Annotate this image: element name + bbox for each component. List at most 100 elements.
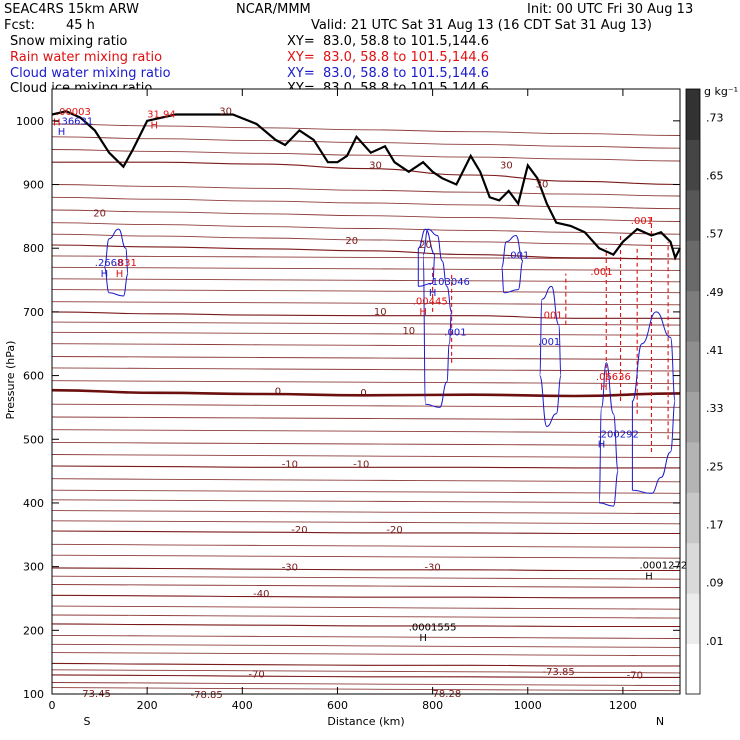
contour-label: -70 (627, 671, 643, 682)
colorbar-segment (686, 542, 700, 594)
contour-label: -20 (291, 525, 307, 536)
temperature-contour (51, 465, 680, 469)
contour-label: H (151, 120, 159, 131)
contour-label: 30 (500, 161, 513, 172)
contour-label: .001 (444, 327, 466, 338)
x-tick-label: 0 (49, 699, 56, 712)
contour-label: -10 (282, 459, 298, 470)
x-axis-title: Distance (km) (327, 715, 404, 728)
contour-label: H (53, 117, 61, 128)
y-tick-label: 900 (23, 179, 44, 192)
temperature-contour (51, 255, 681, 260)
temperature-contour (51, 301, 681, 306)
init-time: Init: 00 UTC Fri 30 Aug 13 (527, 2, 694, 17)
contour-label: 0 (275, 387, 281, 398)
colorbar-label: .25 (706, 460, 724, 473)
temperature-contour (51, 682, 681, 687)
temperature-contour (51, 674, 680, 678)
cloud-water-contour (417, 228, 436, 287)
contour-label: .06636 (596, 372, 631, 383)
temperature-contour (51, 331, 681, 336)
temperature-contour (51, 614, 681, 619)
temperature-contour (51, 321, 681, 326)
temperature-contour (51, 594, 680, 599)
y-tick-label: 700 (23, 306, 44, 319)
temperature-contour (51, 136, 681, 149)
contour-label: -70 (248, 669, 264, 680)
temperature-contour (51, 356, 681, 360)
contour-label: -30 (282, 562, 298, 573)
field-label-cloud-water: Cloud water mixing ratio (10, 66, 171, 81)
temperature-contour (51, 454, 681, 459)
x-tick-label: 600 (327, 699, 348, 712)
temperature-contour (51, 554, 681, 559)
contour-label: .0001272 (639, 561, 687, 572)
contour-label: .001 (538, 337, 560, 348)
contour-label: 30 (369, 161, 382, 172)
colorbar-segment (686, 492, 700, 544)
model-title: SEAC4RS 15km ARW (4, 2, 140, 17)
contour-label: .831 (115, 258, 137, 269)
temperature-contour (51, 429, 681, 434)
temperature-contour (51, 209, 681, 222)
temperature-contour (51, 478, 681, 483)
field-xy-cloud-water: XY= 83.0, 58.8 to 101.5,144.6 (287, 66, 490, 81)
contour-label: -20 (386, 525, 402, 536)
temperature-contour (51, 510, 681, 515)
temperature-contour (51, 278, 681, 283)
colorbar-segment (686, 341, 700, 392)
contour-label: 20 (419, 240, 432, 251)
contour-label: .103046 (429, 277, 470, 288)
temperature-contour (51, 149, 681, 162)
temperature-contour (51, 380, 681, 385)
contour-label: 10 (402, 326, 415, 337)
colorbar-label: .41 (706, 344, 724, 357)
cloud-water-contour (539, 285, 562, 427)
temperature-contour (51, 643, 681, 648)
temperature-contour (51, 584, 681, 588)
contour-label: 20 (345, 236, 358, 247)
temperature-contour (51, 567, 680, 572)
temperature-contour (52, 161, 681, 186)
field-label-rain: Rain water mixing ratio (10, 50, 163, 65)
contour-label: 31.94 (147, 110, 176, 121)
contour-label: .0001555 (409, 622, 457, 633)
temperature-contour (51, 289, 681, 294)
y-tick-label: 1000 (16, 115, 44, 128)
y-axis-title: Pressure (hPa) (4, 341, 17, 420)
end-label-north: N (656, 715, 664, 728)
contour-label: .001 (507, 250, 529, 261)
colorbar-segment (686, 593, 700, 645)
contour-label: .00445 (413, 296, 448, 307)
temperature-contour (51, 367, 681, 372)
contour-label: -78.85 (190, 690, 222, 701)
contour-label: -73.85 (543, 667, 575, 678)
contour-label: H (101, 269, 109, 280)
temperature-contour (51, 184, 681, 197)
y-tick-label: 600 (23, 370, 44, 383)
colorbar-frame (685, 88, 701, 695)
temperature-contour (51, 244, 681, 260)
y-tick-label: 500 (23, 433, 44, 446)
field-label-snow: Snow mixing ratio (10, 34, 128, 49)
temperature-contour (51, 403, 681, 408)
colorbar-segment (686, 240, 700, 292)
end-label-south: S (84, 715, 91, 728)
temperature-contour (51, 575, 681, 580)
temperature-contour (51, 687, 681, 692)
contour-label: -40 (253, 589, 269, 600)
field-xy-snow: XY= 83.0, 58.8 to 101.5,144.6 (287, 34, 490, 49)
contour-label: .001 (631, 216, 653, 227)
contour-label: 10 (374, 307, 387, 318)
colorbar-label: .49 (706, 286, 724, 299)
temperature-contour (51, 343, 681, 348)
temperature-contour (51, 669, 681, 674)
contour-label: -10 (353, 459, 369, 470)
contour-label: 20 (93, 208, 106, 219)
contour-label: .2668 (95, 258, 124, 269)
y-tick-label: 800 (23, 242, 44, 255)
cloud-water-contour (501, 234, 524, 294)
temperature-contour (51, 416, 681, 421)
y-tick-label: 200 (23, 624, 44, 637)
cloud-water-contour (103, 228, 129, 297)
